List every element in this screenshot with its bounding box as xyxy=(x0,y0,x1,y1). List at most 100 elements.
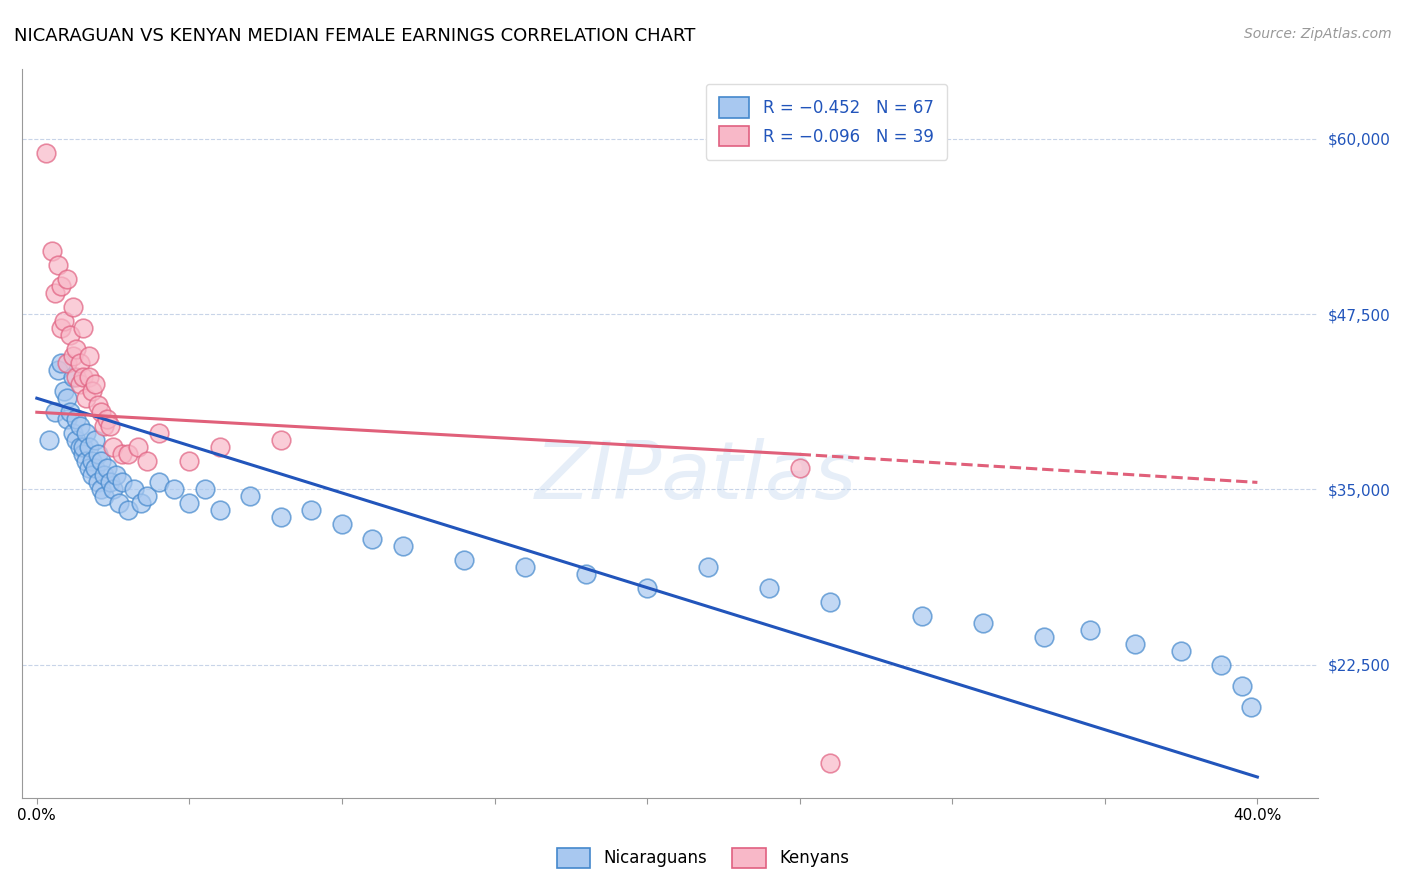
Point xyxy=(53,314,76,328)
Point xyxy=(127,440,149,454)
Point xyxy=(35,145,58,160)
Point xyxy=(83,434,105,448)
Point xyxy=(72,321,94,335)
Point xyxy=(41,244,63,258)
Point xyxy=(90,454,112,468)
Point xyxy=(194,483,217,497)
Point xyxy=(46,363,69,377)
Point xyxy=(208,440,231,454)
Point xyxy=(38,434,60,448)
Point xyxy=(117,503,139,517)
Point xyxy=(53,384,76,399)
Point xyxy=(72,370,94,384)
Point xyxy=(83,377,105,392)
Point xyxy=(1078,623,1101,637)
Point xyxy=(93,490,115,504)
Point xyxy=(135,490,157,504)
Point xyxy=(77,440,100,454)
Point xyxy=(44,285,66,300)
Point xyxy=(98,475,121,490)
Point xyxy=(361,532,384,546)
Point xyxy=(93,468,115,483)
Point xyxy=(758,581,780,595)
Point xyxy=(270,434,292,448)
Point xyxy=(83,461,105,475)
Point xyxy=(148,475,170,490)
Point xyxy=(101,440,124,454)
Point xyxy=(1240,699,1263,714)
Point xyxy=(62,426,84,441)
Point xyxy=(972,615,994,630)
Point xyxy=(111,447,134,461)
Point xyxy=(208,503,231,517)
Point xyxy=(513,559,536,574)
Point xyxy=(392,539,415,553)
Text: NICARAGUAN VS KENYAN MEDIAN FEMALE EARNINGS CORRELATION CHART: NICARAGUAN VS KENYAN MEDIAN FEMALE EARNI… xyxy=(14,27,696,45)
Point xyxy=(148,426,170,441)
Point xyxy=(179,454,201,468)
Point xyxy=(62,300,84,314)
Point xyxy=(789,461,811,475)
Point xyxy=(69,419,91,434)
Point xyxy=(69,377,91,392)
Point xyxy=(75,426,97,441)
Point xyxy=(117,447,139,461)
Point xyxy=(56,412,79,426)
Point xyxy=(1032,630,1054,644)
Point xyxy=(46,258,69,272)
Point xyxy=(80,384,103,399)
Point xyxy=(697,559,720,574)
Point xyxy=(72,447,94,461)
Point xyxy=(90,483,112,497)
Point xyxy=(77,461,100,475)
Point xyxy=(1170,644,1192,658)
Point xyxy=(239,490,262,504)
Point xyxy=(69,440,91,454)
Point xyxy=(56,391,79,405)
Point xyxy=(1230,679,1253,693)
Point xyxy=(124,483,146,497)
Point xyxy=(69,356,91,370)
Point xyxy=(87,398,110,412)
Point xyxy=(59,328,82,343)
Point xyxy=(163,483,186,497)
Point xyxy=(270,510,292,524)
Legend: R = −0.452   N = 67, R = −0.096   N = 39: R = −0.452 N = 67, R = −0.096 N = 39 xyxy=(706,84,948,160)
Point xyxy=(56,272,79,286)
Point xyxy=(818,756,841,770)
Text: ZIPatlas: ZIPatlas xyxy=(534,438,858,516)
Point xyxy=(65,342,87,356)
Legend: Nicaraguans, Kenyans: Nicaraguans, Kenyans xyxy=(550,841,856,875)
Point xyxy=(80,454,103,468)
Point xyxy=(96,412,118,426)
Point xyxy=(87,475,110,490)
Point xyxy=(105,468,128,483)
Point xyxy=(65,412,87,426)
Point xyxy=(51,321,73,335)
Point xyxy=(108,496,131,510)
Point xyxy=(75,454,97,468)
Point xyxy=(111,475,134,490)
Point xyxy=(75,391,97,405)
Point xyxy=(330,517,353,532)
Point xyxy=(911,608,934,623)
Point xyxy=(1123,637,1146,651)
Point xyxy=(77,370,100,384)
Point xyxy=(77,349,100,363)
Point xyxy=(129,496,152,510)
Point xyxy=(62,370,84,384)
Point xyxy=(87,447,110,461)
Point xyxy=(72,440,94,454)
Point xyxy=(51,356,73,370)
Point xyxy=(59,405,82,419)
Point xyxy=(44,405,66,419)
Point xyxy=(101,483,124,497)
Point xyxy=(636,581,658,595)
Point xyxy=(80,468,103,483)
Point xyxy=(98,419,121,434)
Point xyxy=(135,454,157,468)
Point xyxy=(90,405,112,419)
Point xyxy=(62,349,84,363)
Point xyxy=(453,552,475,566)
Point xyxy=(65,370,87,384)
